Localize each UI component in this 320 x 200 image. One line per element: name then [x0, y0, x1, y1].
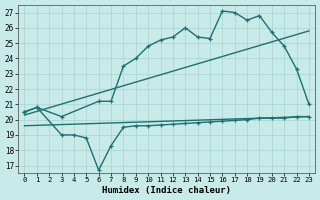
- X-axis label: Humidex (Indice chaleur): Humidex (Indice chaleur): [102, 186, 231, 195]
